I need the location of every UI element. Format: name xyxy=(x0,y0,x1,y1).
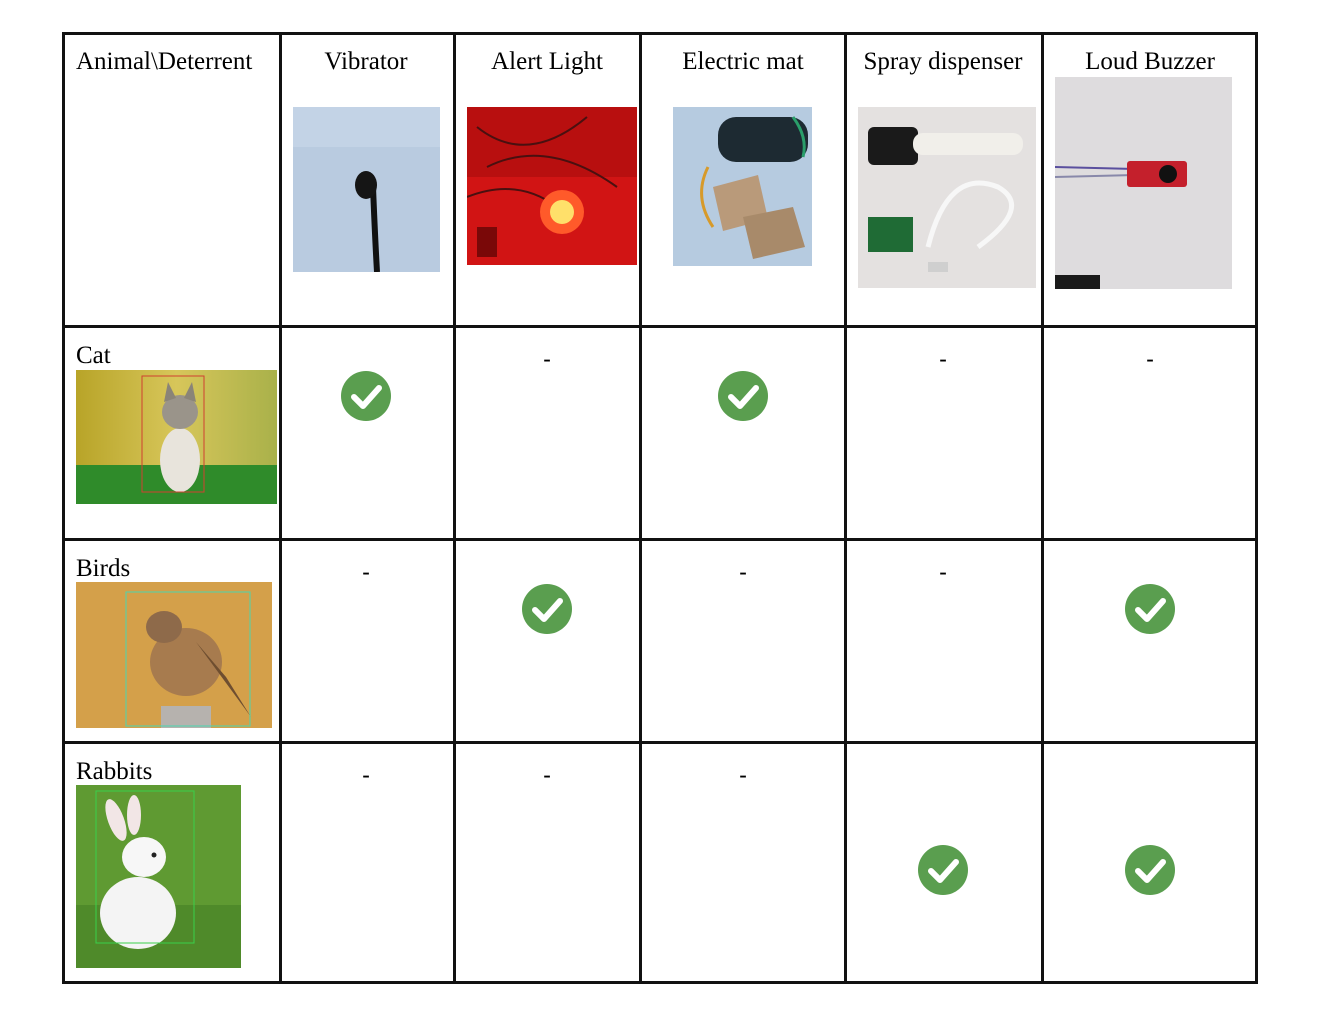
dash-mark: - xyxy=(739,762,747,787)
check-icon xyxy=(1125,584,1175,634)
column-divider xyxy=(639,32,642,984)
dash-mark: - xyxy=(1146,346,1154,371)
dash-mark: - xyxy=(739,559,747,584)
dash-mark: - xyxy=(543,346,551,371)
table-border-right xyxy=(1255,32,1258,984)
cat-photo xyxy=(76,370,277,504)
rabbit-photo xyxy=(76,785,241,968)
row-divider xyxy=(62,325,1258,328)
row-header-cat: Cat xyxy=(76,342,111,369)
column-header-vibrator: Vibrator xyxy=(324,48,408,75)
table-border-top xyxy=(62,32,1258,35)
dash-mark: - xyxy=(362,762,370,787)
alert-light-photo xyxy=(467,107,637,265)
vibrator-photo xyxy=(293,107,440,272)
spray-dispenser-photo xyxy=(858,107,1036,288)
check-icon xyxy=(341,371,391,421)
dash-mark: - xyxy=(939,346,947,371)
loud-buzzer-photo xyxy=(1055,77,1232,289)
dash-mark: - xyxy=(543,762,551,787)
column-divider xyxy=(279,32,282,984)
table-border-bottom xyxy=(62,981,1258,984)
row-divider xyxy=(62,741,1258,744)
check-icon xyxy=(718,371,768,421)
column-header-alert-light: Alert Light xyxy=(491,48,603,75)
electric-mat-photo xyxy=(673,107,812,266)
column-divider xyxy=(453,32,456,984)
dash-mark: - xyxy=(362,559,370,584)
deterrent-table: Animal\Deterrent Vibrator Alert Light El… xyxy=(62,32,1258,984)
check-icon xyxy=(1125,845,1175,895)
check-icon xyxy=(522,584,572,634)
row-header-birds: Birds xyxy=(76,555,131,582)
bird-photo xyxy=(76,582,272,728)
row-header-rabbits: Rabbits xyxy=(76,758,153,785)
column-header-loud-buzzer: Loud Buzzer xyxy=(1085,48,1215,75)
table-border-left xyxy=(62,32,65,984)
dash-mark: - xyxy=(939,559,947,584)
row-divider xyxy=(62,538,1258,541)
column-header-spray-dispenser: Spray dispenser xyxy=(863,48,1023,75)
column-header-electric-mat: Electric mat xyxy=(682,48,804,75)
check-icon xyxy=(918,845,968,895)
marks-layer: - - - - - - - - - xyxy=(62,32,1258,984)
column-divider xyxy=(1041,32,1044,984)
corner-header: Animal\Deterrent xyxy=(76,48,253,75)
column-divider xyxy=(844,32,847,984)
